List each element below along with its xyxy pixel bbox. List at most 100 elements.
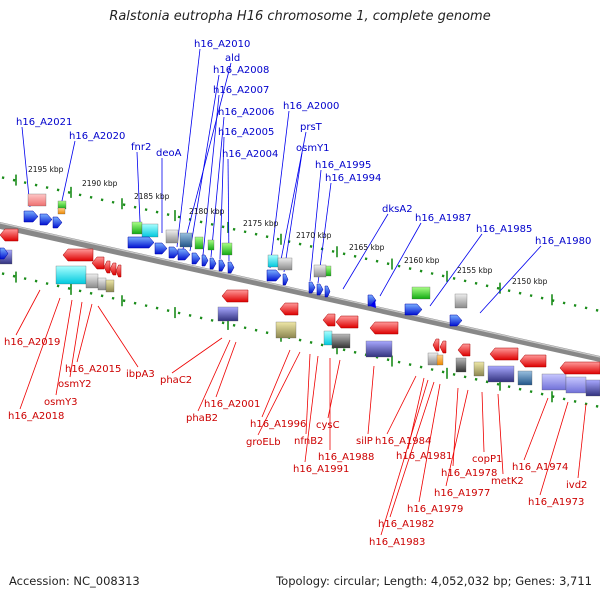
reverse-gene-label-ivd2: ivd2 <box>566 480 587 491</box>
reverse-leader-line <box>577 403 587 479</box>
feature-box <box>57 200 67 210</box>
feature-box <box>267 254 279 268</box>
reverse-gene-label-phab2: phaB2 <box>186 413 218 424</box>
reverse-gene-arrow <box>103 260 111 274</box>
reverse-gene-label-h16-a1984: h16_A1984 <box>375 436 431 447</box>
forward-gene-labels: h16_A2021h16_A2020fnr2deoAh16_A2010aldh1… <box>16 39 591 247</box>
upper-tick-row <box>1 174 599 312</box>
reverse-leader-line <box>69 301 83 378</box>
reverse-gene-arrow <box>519 354 547 368</box>
reverse-leader-line <box>55 299 73 396</box>
reverse-gene-arrow <box>439 340 447 354</box>
forward-gene-label-h16-a2006: h16_A2006 <box>218 107 274 118</box>
scale-tick-label: 2150 kbp <box>512 277 548 286</box>
reverse-gene-label-h16-a1988: h16_A1988 <box>318 452 374 463</box>
forward-leader-line <box>479 245 542 314</box>
feature-box <box>194 236 204 250</box>
forward-gene-arrow <box>168 246 180 259</box>
feature-box <box>436 354 444 366</box>
forward-gene-arrow <box>266 269 282 282</box>
reverse-leader-line <box>452 387 459 467</box>
forward-leader-line <box>342 213 389 290</box>
forward-gene-label-osmy1: osmY1 <box>296 143 330 154</box>
page-title: Ralstonia eutropha H16 chromosome 1, com… <box>109 9 491 24</box>
forward-leader-line <box>210 116 225 258</box>
forward-gene-arrow <box>23 210 39 223</box>
reverse-leader-line <box>76 303 93 363</box>
forward-gene-arrow <box>227 261 235 274</box>
forward-gene-label-prst: prsT <box>300 122 323 133</box>
reverse-gene-label-metk2: metK2 <box>491 476 524 487</box>
forward-gene-label-h16-a2004: h16_A2004 <box>222 149 278 160</box>
forward-gene-label-h16-a1995: h16_A1995 <box>315 160 371 171</box>
reverse-leader-line <box>304 355 319 463</box>
feature-box <box>427 352 439 366</box>
forward-gene-arrow <box>218 259 226 272</box>
reverse-gene-label-h16-a1978: h16_A1978 <box>441 468 497 479</box>
feature-box <box>141 223 159 238</box>
forward-gene-label-h16-a2007: h16_A2007 <box>213 85 269 96</box>
accession-label: Accession: NC_008313 <box>9 574 140 588</box>
feature-box <box>473 361 485 377</box>
scale-tick-label: 2175 kbp <box>243 219 279 228</box>
feature-box <box>97 277 107 291</box>
reverse-gene-label-h16-a2019: h16_A2019 <box>4 337 60 348</box>
feature-box <box>131 221 143 235</box>
forward-leader-line <box>176 48 201 248</box>
reverse-leader-line <box>97 305 139 368</box>
small-forward-marker <box>370 300 376 308</box>
forward-gene-arrow <box>282 273 289 286</box>
reverse-leader-line <box>380 379 429 536</box>
scale-tick-label: 2170 kbp <box>296 231 332 240</box>
reverse-leader-line <box>497 393 504 475</box>
reverse-gene-label-h16-a2001: h16_A2001 <box>204 399 260 410</box>
reverse-gene-label-h16-a2018: h16_A2018 <box>8 411 64 422</box>
forward-gene-label-dksa2: dksA2 <box>382 204 413 215</box>
forward-leader-line <box>189 74 220 252</box>
reverse-gene-label-h16-a1973: h16_A1973 <box>528 497 584 508</box>
forward-gene-arrow <box>316 283 324 296</box>
forward-gene-label-h16-a2020: h16_A2020 <box>69 131 125 142</box>
reverse-leader-line <box>481 391 485 453</box>
forward-gene-label-deoa: deoA <box>156 148 182 159</box>
reverse-gene-label-h16-a1996: h16_A1996 <box>250 419 306 430</box>
reverse-gene-label-osmy3: osmY3 <box>44 397 78 408</box>
reverse-gene-arrow <box>62 248 94 262</box>
forward-gene-arrow <box>308 281 316 294</box>
reverse-gene-label-phac2: phaC2 <box>160 375 192 386</box>
feature-box <box>221 242 233 256</box>
reverse-gene-arrow <box>489 347 519 361</box>
forward-leader-line <box>283 152 303 273</box>
forward-gene-label-h16-a1987: h16_A1987 <box>415 213 471 224</box>
feature-box <box>325 265 332 277</box>
reverse-gene-arrow <box>115 264 122 278</box>
scale-tick-label: 2165 kbp <box>349 243 385 252</box>
feature-box <box>365 340 393 358</box>
feature-box <box>85 273 99 289</box>
forward-gene-label-h16-a2000: h16_A2000 <box>283 101 339 112</box>
feature-box <box>517 370 533 386</box>
forward-leader-line <box>379 222 422 297</box>
feature-box <box>565 376 587 394</box>
reverse-gene-label-h16-a1974: h16_A1974 <box>512 462 568 473</box>
reverse-gene-label-cysc: cysC <box>316 420 340 431</box>
reverse-leader-line <box>539 401 569 496</box>
scale-tick-label: 2195 kbp <box>28 165 64 174</box>
reverse-gene-arrow <box>91 256 105 270</box>
reverse-leader-line <box>386 375 417 435</box>
feature-box <box>277 257 293 271</box>
backbone-highlight <box>0 222 600 358</box>
forward-gene-arrow <box>324 285 331 298</box>
reverse-gene-label-h16-a1981: h16_A1981 <box>396 451 452 462</box>
forward-leader-line <box>269 110 290 269</box>
scale-tick-label: 2180 kbp <box>189 207 225 216</box>
reverse-leader-line <box>367 365 375 435</box>
reverse-gene-arrow <box>369 321 399 335</box>
reverse-gene-label-silp: silP <box>356 436 373 447</box>
reverse-gene-label-h16-a1991: h16_A1991 <box>293 464 349 475</box>
reverse-gene-label-nfnb2: nfnB2 <box>294 436 323 447</box>
reverse-gene-label-ibpa3: ibpA3 <box>126 369 155 380</box>
reverse-gene-label-h16-a1979: h16_A1979 <box>407 504 463 515</box>
reverse-leader-line <box>215 341 237 398</box>
feature-box <box>165 229 179 244</box>
